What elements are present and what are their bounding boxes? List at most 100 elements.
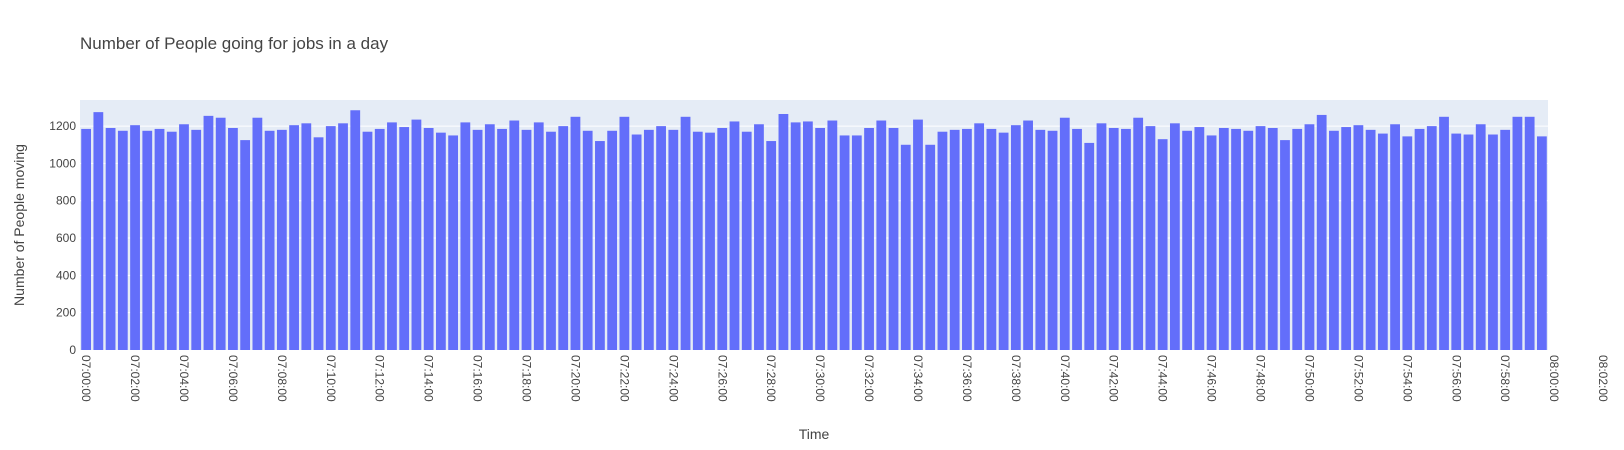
x-tick-label: 07:58:00: [1498, 355, 1512, 402]
x-tick-label: 07:30:00: [813, 355, 827, 402]
bar: [631, 134, 642, 350]
bar: [1194, 127, 1205, 350]
x-tick-label: 07:32:00: [862, 355, 876, 402]
bar: [301, 123, 312, 350]
bar: [81, 128, 92, 350]
bar: [815, 127, 826, 350]
y-tick-label: 800: [56, 194, 76, 208]
bar: [643, 129, 654, 350]
x-tick-label: 08:00:00: [1547, 355, 1561, 402]
bar: [607, 130, 618, 350]
y-tick-label: 600: [56, 231, 76, 245]
bar: [325, 126, 336, 350]
bar: [1157, 139, 1168, 350]
bar: [1255, 126, 1266, 350]
bar: [1206, 135, 1217, 350]
bar: [203, 115, 214, 350]
x-tick-label: 07:40:00: [1058, 355, 1072, 402]
x-tick-label: 07:14:00: [422, 355, 436, 402]
bar: [1329, 130, 1339, 350]
bar: [435, 132, 446, 350]
bar: [1121, 128, 1131, 350]
bar: [680, 116, 691, 350]
bar: [1475, 124, 1486, 351]
bar: [790, 122, 801, 350]
bar: [876, 120, 887, 350]
bar: [1267, 127, 1278, 350]
grid-lines: [80, 125, 1548, 314]
bar: [741, 131, 752, 350]
bar: [1390, 124, 1400, 351]
bar: [387, 122, 397, 350]
bar: [460, 122, 471, 350]
x-axis-ticks: 07:00:00 07:02:00 07:04:00 07:06:00 07:08:00…: [79, 355, 1610, 402]
x-tick-label: 07:22:00: [617, 355, 631, 402]
x-tick-label: 07:36:00: [960, 355, 974, 402]
bar: [1231, 128, 1241, 350]
bar: [448, 135, 459, 350]
bar: [1377, 133, 1388, 350]
x-tick-label: 07:06:00: [226, 355, 240, 402]
bar: [839, 135, 850, 350]
bars-series: [81, 110, 1547, 351]
bar: [1182, 130, 1193, 350]
bar: [276, 129, 287, 350]
bar: [1023, 120, 1033, 350]
bar: [558, 126, 569, 350]
bar: [1463, 134, 1474, 350]
bar: [729, 121, 740, 350]
bar: [1426, 126, 1437, 350]
bar: [1353, 125, 1364, 350]
bar: [105, 127, 116, 350]
bar: [888, 127, 899, 350]
bar: [1059, 117, 1070, 350]
bar: [1512, 116, 1523, 350]
bar: [986, 128, 997, 350]
bar: [1365, 129, 1376, 350]
y-tick-label: 1000: [49, 156, 76, 170]
bar: [864, 127, 874, 350]
x-tick-label: 07:46:00: [1205, 355, 1219, 402]
bar: [509, 120, 520, 350]
bar: [717, 127, 728, 350]
bar: [130, 125, 140, 350]
bar: [252, 117, 263, 350]
bar: [117, 130, 128, 350]
bar: [484, 124, 495, 351]
bar: [949, 129, 960, 350]
bar: [1414, 128, 1425, 350]
bar: [937, 131, 948, 350]
bar: [93, 112, 104, 351]
bar: [1402, 136, 1413, 350]
x-tick-label: 07:34:00: [911, 355, 925, 402]
bar: [778, 113, 789, 350]
chart-title: Number of People going for jobs in a day: [80, 34, 389, 53]
bar: [962, 128, 972, 350]
bar: [1488, 134, 1498, 350]
bar: [1451, 133, 1462, 350]
bar: [1108, 127, 1119, 350]
bar: [1035, 129, 1046, 350]
bar: [240, 140, 251, 350]
bar: [913, 119, 923, 350]
y-axis-ticks: 0 200 400 600 800 1000 1200: [49, 119, 76, 357]
x-tick-label: 07:08:00: [275, 355, 289, 402]
bar: [925, 144, 936, 350]
bar: [1243, 130, 1254, 350]
bar: [1292, 128, 1303, 350]
bar: [1169, 123, 1180, 350]
x-tick-label: 07:52:00: [1351, 355, 1365, 402]
bar: [154, 128, 165, 350]
bar: [766, 141, 777, 350]
x-tick-label: 07:02:00: [128, 355, 142, 402]
bar: [1304, 124, 1315, 351]
bar: [595, 141, 605, 350]
bar: [338, 123, 348, 350]
bar: [974, 123, 985, 350]
bar: [1524, 116, 1535, 350]
x-tick-label: 07:28:00: [764, 355, 778, 402]
bar: [423, 127, 434, 350]
x-tick-label: 07:42:00: [1107, 355, 1121, 402]
x-tick-label: 07:20:00: [568, 355, 582, 402]
